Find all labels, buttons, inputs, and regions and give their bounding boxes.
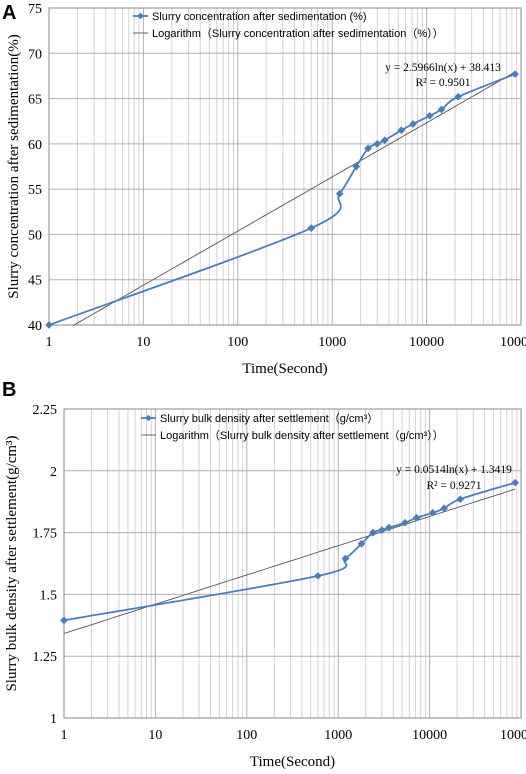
- grid: [63, 408, 522, 719]
- y-tick-label: 45: [28, 274, 42, 289]
- legend-series-label: Slurry concentration after sedimentation…: [152, 11, 367, 23]
- data-point: [307, 224, 316, 233]
- data-point: [380, 136, 389, 145]
- y-tick-label: 70: [28, 47, 42, 62]
- data-point: [440, 504, 449, 513]
- r-squared: R² = 0.9271: [427, 480, 482, 492]
- y-axis-title: Slurry bulk density after settlement(g/c…: [4, 435, 20, 691]
- grid: [48, 7, 522, 326]
- trendline: [63, 488, 516, 634]
- x-tick-label: 100: [227, 335, 248, 350]
- plot-area: [63, 408, 522, 719]
- data-point: [437, 105, 446, 114]
- plot-area: [48, 7, 522, 326]
- x-tick-label: 10000: [409, 335, 444, 350]
- y-tick-label: 2.25: [33, 403, 58, 418]
- panel-b: B 1 1.25 1.5 1.75 2 2.25 1 10 100 1000 10000 100000…: [2, 379, 526, 770]
- y-tick-label: 1.75: [33, 527, 58, 542]
- data-point: [364, 144, 373, 153]
- x-axis-title: Time(Second): [242, 361, 327, 377]
- data-point: [313, 571, 322, 580]
- x-tick-label: 1: [46, 335, 53, 350]
- y-tick-label: 40: [28, 319, 42, 334]
- data-point: [511, 478, 520, 487]
- panel-a-label: A: [2, 2, 16, 24]
- data-point: [397, 126, 406, 135]
- x-tick-label: 100: [236, 728, 257, 743]
- x-tick-label: 10: [148, 728, 162, 743]
- data-point: [412, 513, 421, 522]
- x-tick-label: 1: [61, 728, 68, 743]
- data-point: [425, 111, 434, 120]
- series-line: [63, 481, 516, 622]
- data-point: [511, 70, 519, 79]
- trendline: [72, 71, 516, 326]
- y-tick-label: 1: [50, 712, 57, 727]
- data-point: [409, 119, 418, 128]
- legend-trendline-label: Logarithm（Slurry concentration after sed…: [152, 27, 444, 40]
- data-point: [456, 495, 465, 504]
- panel-a: A 40 45 50 55 60 65 70 75 1 10 100 1000 10000 100000 T…: [2, 2, 526, 377]
- data-point: [385, 523, 393, 532]
- trend-equation: y = 2.5966ln(x) + 38.413: [385, 62, 501, 74]
- y-tick-label: 65: [28, 93, 42, 108]
- data-point: [373, 139, 382, 148]
- y-tick-label: 1.5: [40, 588, 58, 603]
- legend-series-label: Slurry bulk density after settlement（g/c…: [160, 412, 378, 425]
- panel-b-label: B: [2, 379, 16, 401]
- x-axis-title: Time(Second): [250, 754, 335, 770]
- data-point: [454, 92, 463, 101]
- data-point: [428, 508, 437, 517]
- data-point: [377, 526, 386, 535]
- x-tick-label: 100000: [500, 728, 526, 743]
- x-tick-label: 10: [136, 335, 150, 350]
- trend-equation: y = 0.0514ln(x) + 1.3419: [396, 464, 512, 476]
- y-tick-label: 2: [50, 465, 57, 480]
- data-point: [335, 189, 344, 198]
- x-tick-label: 1000: [318, 335, 346, 350]
- data-point: [401, 518, 410, 527]
- x-tick-label: 10000: [412, 728, 447, 743]
- data-point: [352, 162, 361, 171]
- legend-trendline-label: Logarithm（Slurry bulk density after sett…: [160, 429, 444, 442]
- data-point: [45, 321, 53, 329]
- legend-series-marker: [145, 414, 152, 422]
- y-tick-label: 55: [28, 183, 42, 198]
- y-tick-label: 50: [28, 228, 42, 243]
- legend-series-marker: [137, 12, 144, 20]
- x-tick-label: 1000: [324, 728, 352, 743]
- data-point: [357, 539, 366, 548]
- data-point: [368, 528, 377, 537]
- data-point: [60, 616, 68, 625]
- data-point: [341, 554, 350, 563]
- y-tick-label: 1.25: [33, 650, 58, 665]
- y-tick-label: 75: [28, 2, 42, 17]
- y-tick-label: 60: [28, 138, 42, 153]
- r-squared: R² = 0.9501: [416, 77, 471, 89]
- x-tick-label: 100000: [500, 335, 526, 350]
- y-axis-title: Slurry concentration after sedimentation…: [6, 34, 22, 299]
